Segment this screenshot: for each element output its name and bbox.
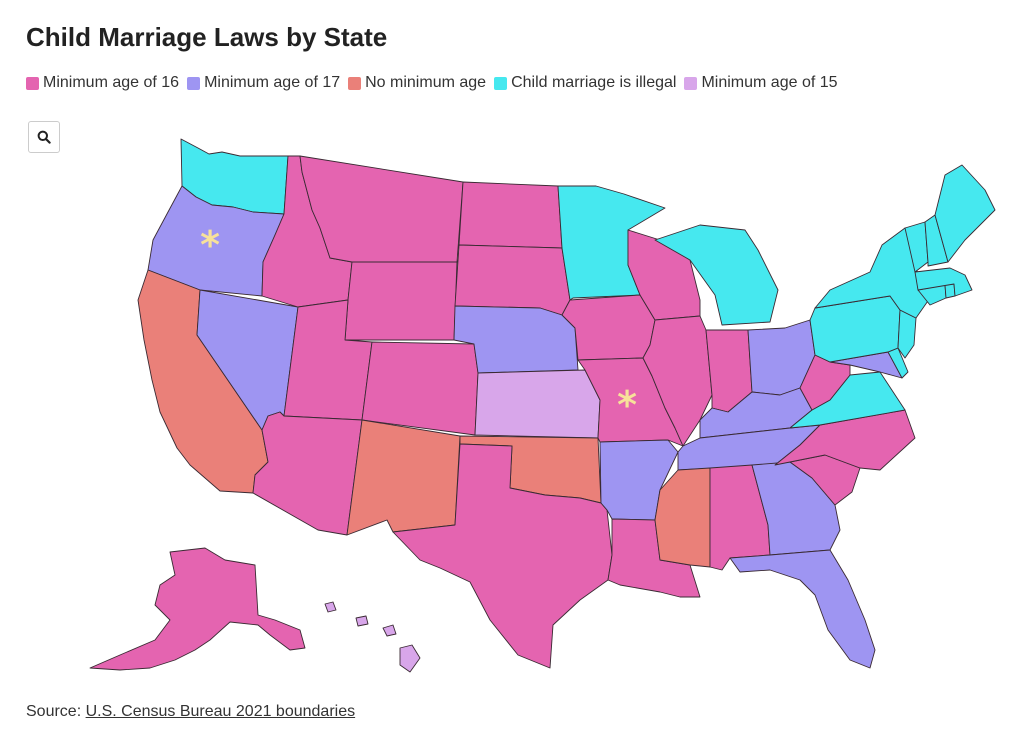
legend-label-min-17: Minimum age of 17	[204, 74, 341, 91]
state-maine[interactable]	[934, 164, 996, 263]
state-hawaii-kauai[interactable]	[324, 601, 337, 613]
state-florida[interactable]	[729, 549, 876, 669]
state-new-mexico[interactable]	[346, 419, 461, 536]
legend: Minimum age of 16 Minimum age of 17 No m…	[26, 74, 846, 92]
source-link[interactable]: U.S. Census Bureau 2021 boundaries	[85, 703, 356, 720]
state-new-hampshire[interactable]	[924, 214, 949, 267]
state-wyoming[interactable]	[344, 261, 458, 341]
legend-item-min-15[interactable]: Minimum age of 15	[684, 74, 838, 92]
state-north-dakota[interactable]	[458, 181, 563, 249]
legend-swatch-min-17	[187, 76, 201, 90]
legend-swatch-min-16	[26, 76, 39, 90]
zoom-search-button[interactable]	[28, 121, 60, 153]
legend-item-illegal[interactable]: Child marriage is illegal	[494, 74, 676, 92]
legend-swatch-illegal	[494, 76, 508, 90]
state-colorado[interactable]	[361, 341, 479, 436]
source-prefix: Source:	[26, 703, 82, 720]
state-hawaii[interactable]	[399, 644, 421, 673]
legend-swatch-min-15	[684, 76, 698, 90]
state-hawaii-oahu[interactable]	[355, 615, 369, 627]
legend-item-min-16[interactable]: Minimum age of 16	[26, 74, 179, 92]
source-note: Source: U.S. Census Bureau 2021 boundari…	[26, 703, 355, 721]
state-south-dakota[interactable]	[454, 244, 571, 316]
state-arizona[interactable]	[252, 411, 363, 536]
state-michigan[interactable]	[654, 224, 779, 326]
legend-label-min-15: Minimum age of 15	[701, 74, 838, 91]
state-kansas[interactable]	[474, 369, 601, 439]
asterisk-missouri: *	[617, 383, 637, 427]
legend-item-min-17[interactable]: Minimum age of 17	[187, 74, 340, 92]
state-texas[interactable]	[392, 443, 613, 669]
state-new-jersey[interactable]	[897, 309, 917, 359]
state-massachusetts[interactable]	[914, 267, 973, 297]
state-north-carolina[interactable]	[774, 409, 916, 471]
search-icon	[37, 130, 51, 144]
state-illinois[interactable]	[642, 315, 713, 447]
state-rhode-island[interactable]	[944, 283, 956, 299]
legend-label-illegal: Child marriage is illegal	[511, 74, 677, 91]
legend-label-min-16: Minimum age of 16	[43, 74, 180, 91]
legend-swatch-no-minimum	[348, 76, 362, 90]
state-alaska[interactable]	[89, 547, 306, 671]
legend-label-no-minimum: No minimum age	[365, 74, 487, 91]
legend-item-no-minimum[interactable]: No minimum age	[348, 74, 486, 92]
map-title: Child Marriage Laws by State	[26, 22, 388, 52]
state-hawaii-maui[interactable]	[382, 624, 397, 637]
asterisk-oregon: *	[200, 223, 220, 267]
